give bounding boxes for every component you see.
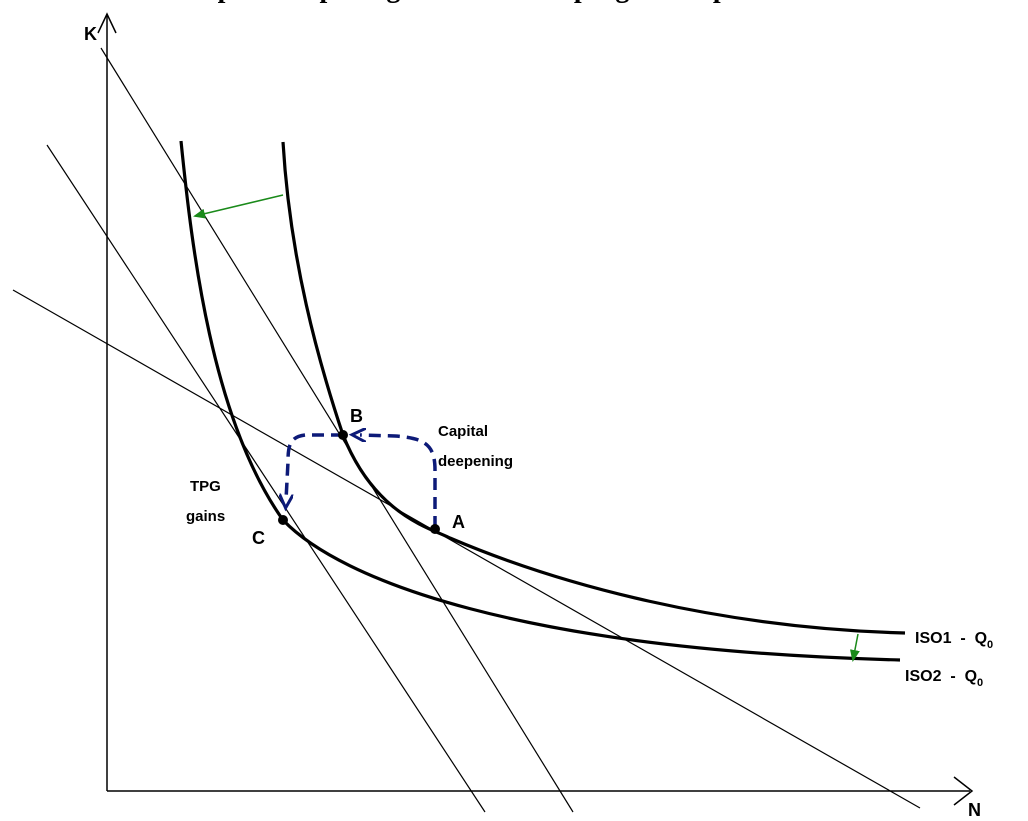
y-axis-arrow-icon — [97, 12, 117, 34]
tpg-gains-label-line1: TPG — [190, 478, 221, 495]
x-axis-arrow-icon — [953, 776, 974, 806]
isoquant-iso2 — [179, 140, 901, 662]
axes: K N — [84, 12, 981, 820]
isocost-line-3 — [12, 289, 921, 809]
isocost-lines — [12, 47, 921, 813]
point-a-label: A — [452, 512, 465, 532]
isoquant-curves — [179, 140, 906, 662]
capital-deepening-arrow — [360, 435, 437, 528]
iso2-label: ISO2 - Q0 — [905, 668, 983, 689]
point-b-marker — [338, 430, 348, 440]
tpg-gains-arrow — [286, 433, 343, 500]
point-c-marker — [278, 515, 288, 525]
iso1-label-sub: 0 — [987, 639, 993, 651]
point-b-label: B — [350, 406, 363, 426]
labels: A B C Capital deepening TPG gains ISO1 -… — [186, 406, 993, 689]
y-axis-label: K — [84, 24, 97, 44]
points — [278, 430, 440, 534]
tpg-gains-label-line2: gains — [186, 508, 225, 525]
figure-title: Capital deepening and technical progress… — [0, 0, 1028, 13]
shift-arrow-upper — [193, 194, 284, 219]
isocost-line-1 — [100, 47, 574, 813]
capital-deepening-label-line1: Capital — [438, 423, 488, 440]
iso2-label-prefix: ISO2 - Q — [905, 668, 977, 685]
isoquant-iso1 — [281, 141, 906, 635]
point-a-marker — [430, 524, 440, 534]
shift-arrows — [193, 194, 860, 662]
iso2-label-sub: 0 — [977, 677, 983, 689]
movement-path — [286, 433, 437, 528]
point-c-label: C — [252, 528, 265, 548]
x-axis-label: N — [968, 800, 981, 820]
isocost-line-2 — [46, 144, 486, 813]
iso1-label-prefix: ISO1 - Q — [915, 630, 987, 647]
iso1-label: ISO1 - Q0 — [915, 630, 993, 651]
shift-arrow-lower — [849, 633, 860, 662]
capital-deepening-label-line2: deepening — [438, 453, 513, 470]
